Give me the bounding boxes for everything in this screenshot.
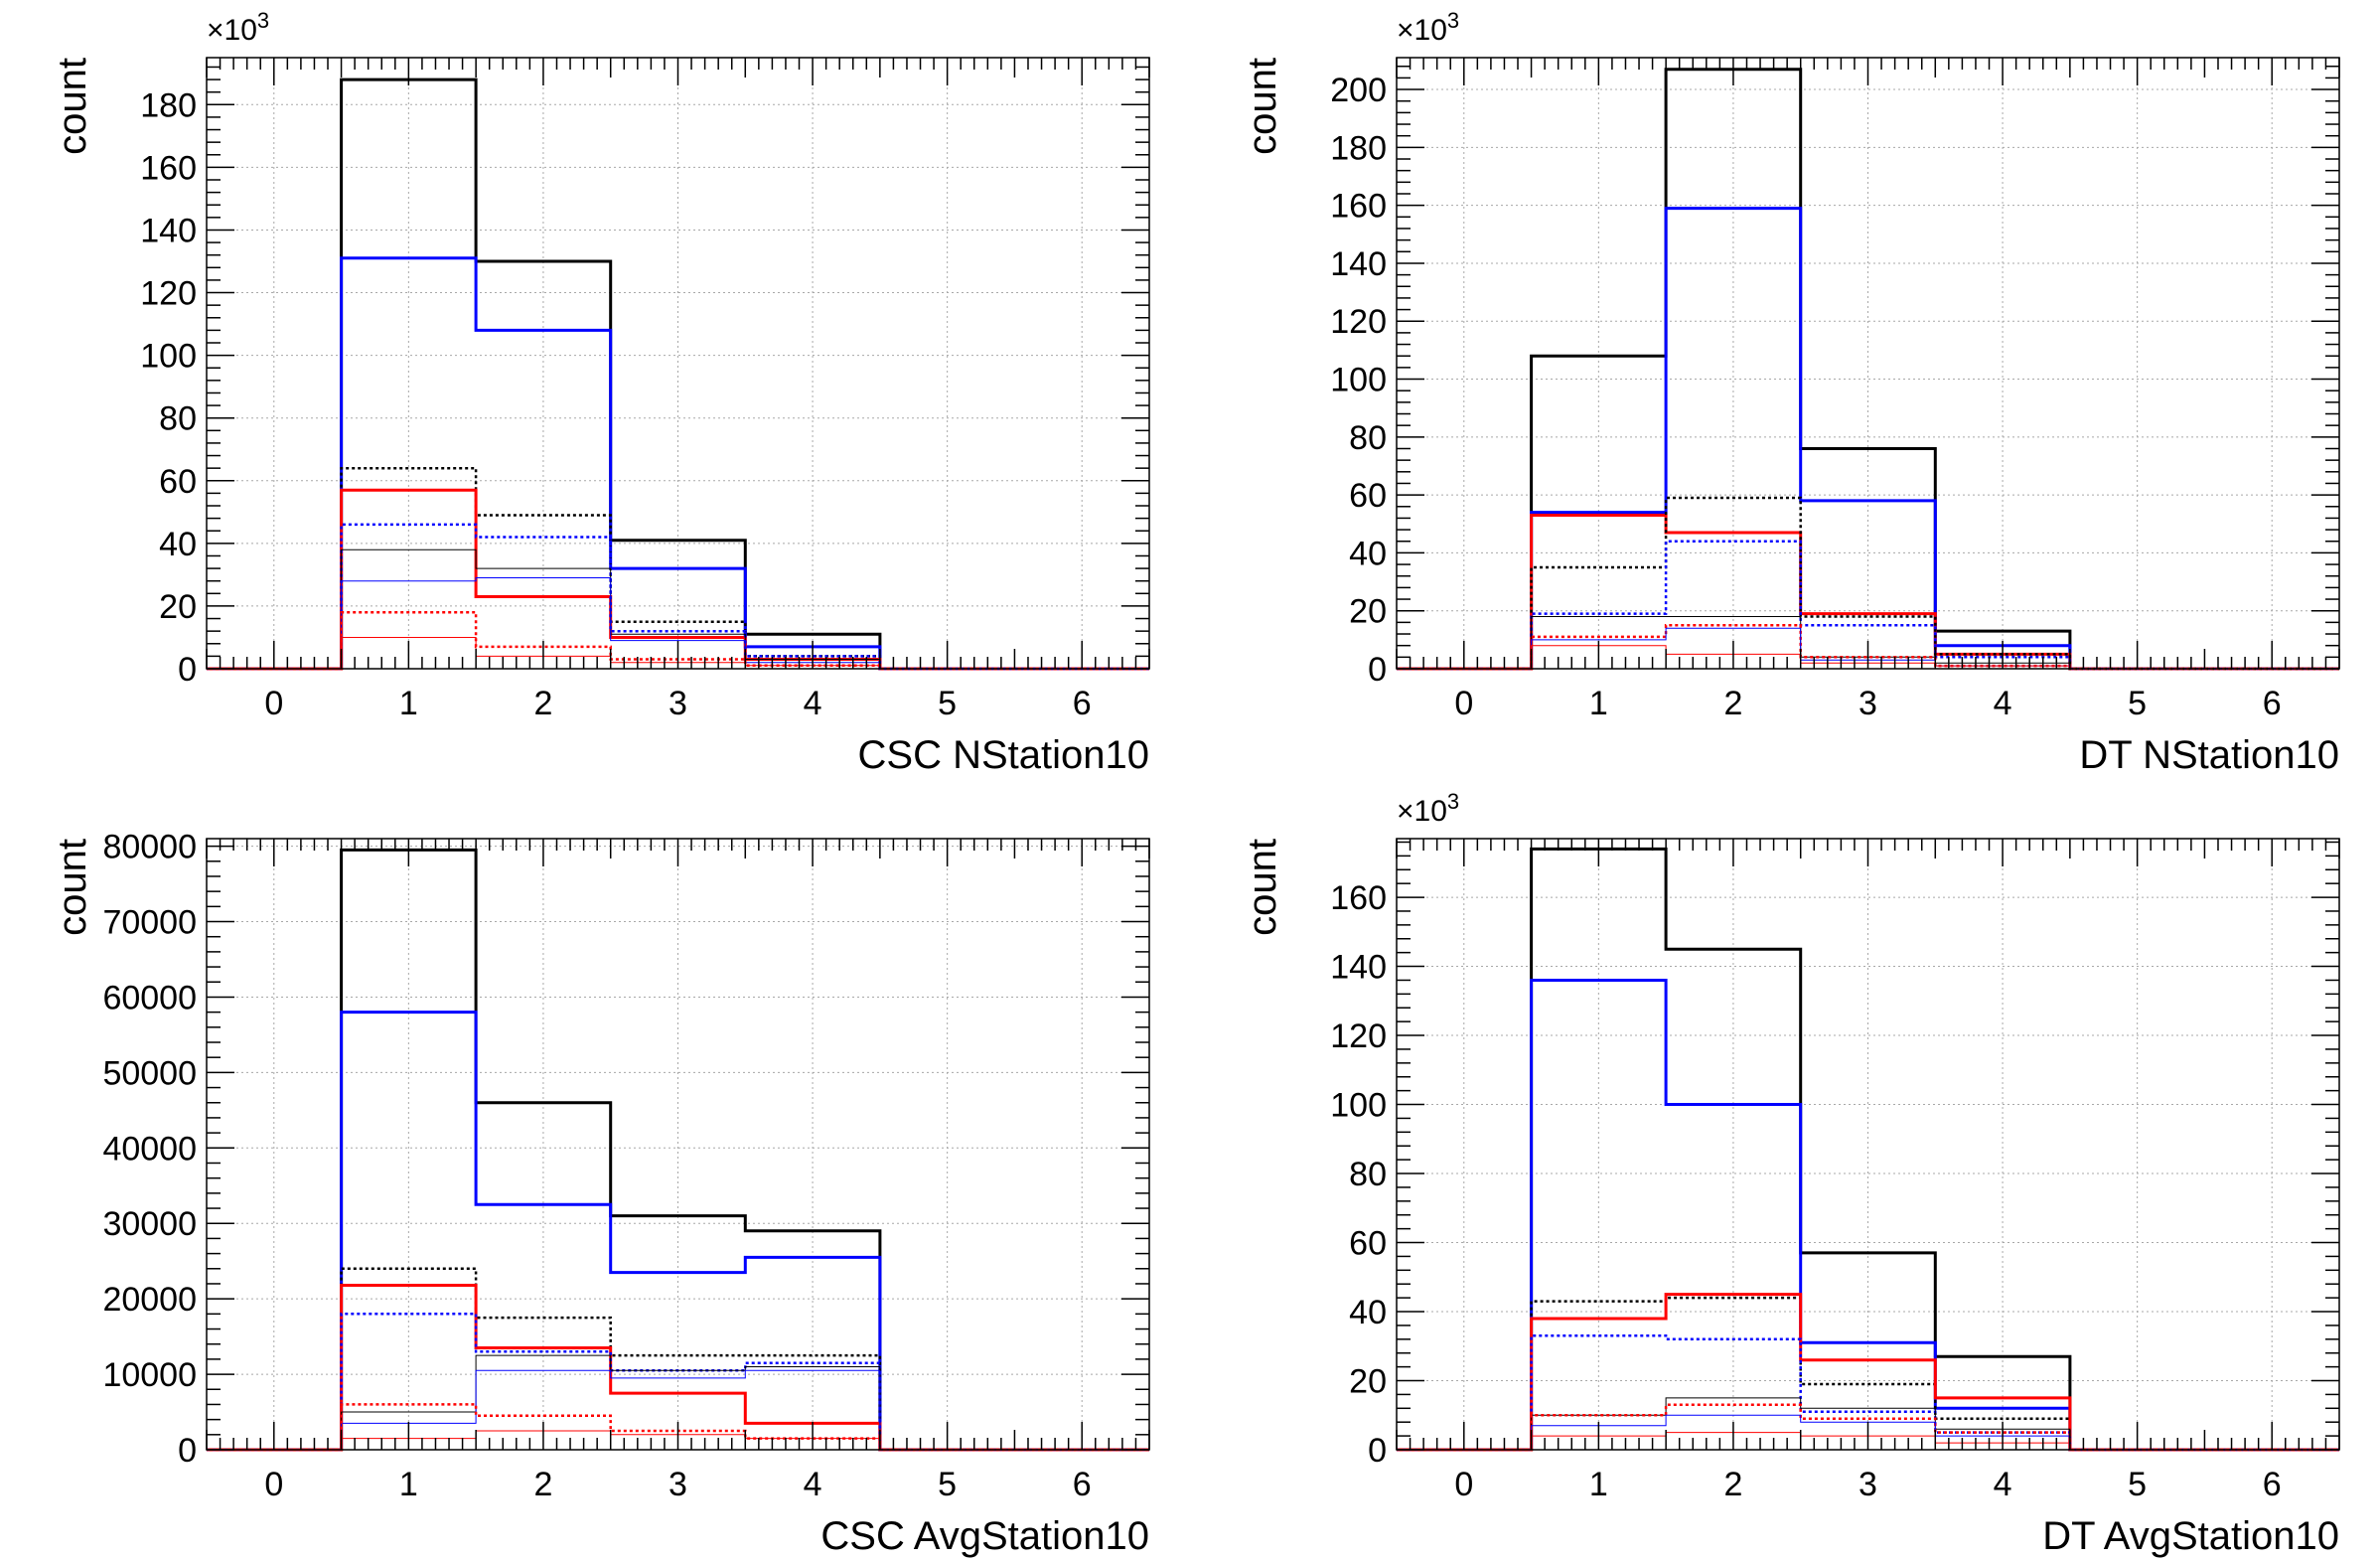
y-tick-label: 140 [1330,245,1387,283]
x-tick-label: 4 [804,1466,822,1503]
x-tick-label: 5 [2128,1466,2147,1503]
x-tick-label: 6 [2263,1466,2282,1503]
y-tick-label: 80 [1349,1156,1387,1193]
x-tick-label: 1 [399,1466,418,1503]
histogram-panel-csc-avgstation10: 0 10000 20000 30000 40000 50000 60000 70000 8000… [51,829,1150,1558]
y-tick-label: 20 [1349,593,1387,631]
y-tick-label: 20 [1349,1363,1387,1401]
exponent-base: ×10 [1397,14,1447,47]
y-tick-label: 60000 [102,979,197,1016]
y-tick-label: 0 [178,651,197,689]
y-tick-label: 40000 [102,1130,197,1168]
y-axis-label: count [51,58,94,155]
y-axis-label: count [51,839,94,936]
x-tick-label: 2 [1723,685,1742,722]
y-tick-label: 120 [1330,1017,1387,1055]
x-tick-label: 1 [399,685,418,722]
x-tick-label: 4 [804,685,822,722]
x-tick-label: 2 [1723,1466,1742,1503]
x-tick-label: 6 [1073,685,1092,722]
x-tick-label: 6 [2263,685,2282,722]
x-tick-label: 0 [1454,685,1473,722]
y-tick-label: 40 [159,526,197,563]
y-tick-label: 100 [1330,1087,1387,1125]
x-tick-label: 3 [1859,685,1877,722]
exponent-base: ×10 [1397,795,1447,828]
y-tick-label: 160 [1330,879,1387,917]
y-tick-label: 60 [1349,1225,1387,1263]
y-tick-label: 20 [159,588,197,626]
y-tick-label: 0 [1368,1432,1387,1470]
y-tick-label: 20000 [102,1281,197,1319]
y-tick-label: 200 [1330,72,1387,109]
exponent-power: 3 [1447,789,1459,814]
y-tick-label: 120 [140,275,197,313]
x-axis-label: DT AvgStation10 [2042,1514,2339,1558]
y-tick-label: 160 [140,149,197,187]
histogram-series-2 [1397,1296,2339,1452]
y-tick-label: 80000 [102,829,197,866]
x-tick-label: 3 [669,1466,687,1503]
plot-area [207,839,1149,1450]
y-tick-label: 160 [1330,188,1387,226]
y-tick-label: 0 [1368,651,1387,689]
exponent-power: 3 [257,8,269,33]
y-tick-label: 140 [140,212,197,249]
y-tick-label: 100 [1330,362,1387,399]
x-tick-label: 4 [1994,685,2012,722]
x-tick-label: 3 [669,685,687,722]
x-axis-label: CSC AvgStation10 [820,1514,1149,1558]
exponent-base: ×10 [207,14,257,47]
x-axis-label: DT NStation10 [2079,733,2339,777]
axis-exponent-label: ×103 [207,8,269,47]
x-tick-label: 3 [1859,1466,1877,1503]
y-tick-label: 80 [1349,419,1387,457]
y-tick-label: 180 [1330,129,1387,167]
y-axis-label: count [1241,58,1284,155]
x-tick-label: 5 [938,685,957,722]
y-tick-label: 60 [1349,477,1387,515]
x-tick-label: 1 [1589,685,1608,722]
x-tick-label: 5 [938,1466,957,1503]
y-tick-label: 50000 [102,1054,197,1092]
y-tick-label: 60 [159,463,197,501]
y-tick-label: 0 [178,1432,197,1470]
histogram-panel-csc-nstation10: 0 20 40 60 80 100 120 140 160 180 0 1 2 3 4 5 6 CSC NStat… [51,8,1150,777]
x-axis-label: CSC NStation10 [858,733,1149,777]
x-tick-label: 4 [1994,1466,2012,1503]
x-tick-label: 6 [1073,1466,1092,1503]
x-tick-label: 1 [1589,1466,1608,1503]
x-tick-label: 0 [264,1466,283,1503]
y-tick-label: 120 [1330,303,1387,341]
y-tick-label: 140 [1330,949,1387,987]
plot-area [1397,839,2339,1450]
plot-area [207,58,1149,669]
plot-area [1397,58,2339,669]
y-tick-label: 40 [1349,1294,1387,1331]
y-tick-label: 180 [140,86,197,124]
y-tick-label: 40 [1349,535,1387,572]
y-tick-label: 100 [140,338,197,376]
histogram-panel-dt-avgstation10: 0 20 40 60 80 100 120 140 160 0 1 2 3 4 5 6 DT AvgStatio… [1241,789,2340,1558]
histogram-panel-dt-nstation10: 0 20 40 60 80 100 120 140 160 180 200 0 1 2 3 4 5 6 DT NSt… [1241,8,2340,777]
x-tick-label: 2 [533,685,552,722]
x-tick-label: 0 [264,685,283,722]
y-axis-label: count [1241,839,1284,936]
y-tick-label: 80 [159,400,197,438]
x-tick-label: 5 [2128,685,2147,722]
y-tick-label: 10000 [102,1356,197,1394]
axis-exponent-label: ×103 [1397,8,1459,47]
x-tick-label: 0 [1454,1466,1473,1503]
exponent-power: 3 [1447,8,1459,33]
axis-exponent-label: ×103 [1397,789,1459,828]
y-tick-label: 70000 [102,904,197,942]
x-tick-label: 2 [533,1466,552,1503]
y-tick-label: 30000 [102,1205,197,1243]
